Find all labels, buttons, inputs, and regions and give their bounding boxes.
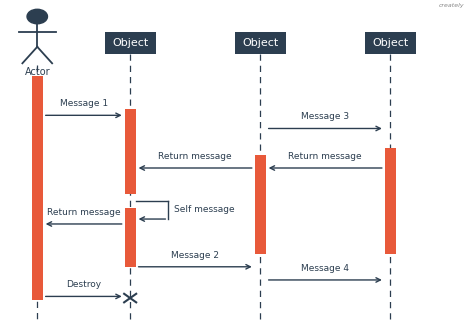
Text: Object: Object bbox=[372, 38, 409, 48]
Bar bbox=[365, 32, 416, 53]
Text: Actor: Actor bbox=[25, 67, 50, 77]
Text: Object: Object bbox=[242, 38, 278, 48]
Bar bbox=[32, 76, 43, 300]
Bar bbox=[255, 155, 266, 254]
Text: Message 1: Message 1 bbox=[60, 99, 108, 108]
Bar bbox=[125, 109, 136, 194]
Text: Message 3: Message 3 bbox=[301, 112, 349, 121]
Bar bbox=[385, 148, 396, 254]
Text: creately: creately bbox=[439, 3, 465, 8]
Text: Return message: Return message bbox=[158, 152, 232, 161]
Circle shape bbox=[27, 9, 47, 24]
Text: Object: Object bbox=[112, 38, 148, 48]
Text: Message 4: Message 4 bbox=[301, 264, 349, 273]
Bar bbox=[105, 32, 155, 53]
Text: Return message: Return message bbox=[47, 208, 120, 217]
Text: Message 2: Message 2 bbox=[171, 251, 219, 259]
Text: Self message: Self message bbox=[174, 206, 235, 214]
Bar bbox=[125, 208, 136, 267]
Text: Return message: Return message bbox=[289, 152, 362, 161]
Text: Destroy: Destroy bbox=[66, 280, 101, 289]
Bar bbox=[235, 32, 286, 53]
